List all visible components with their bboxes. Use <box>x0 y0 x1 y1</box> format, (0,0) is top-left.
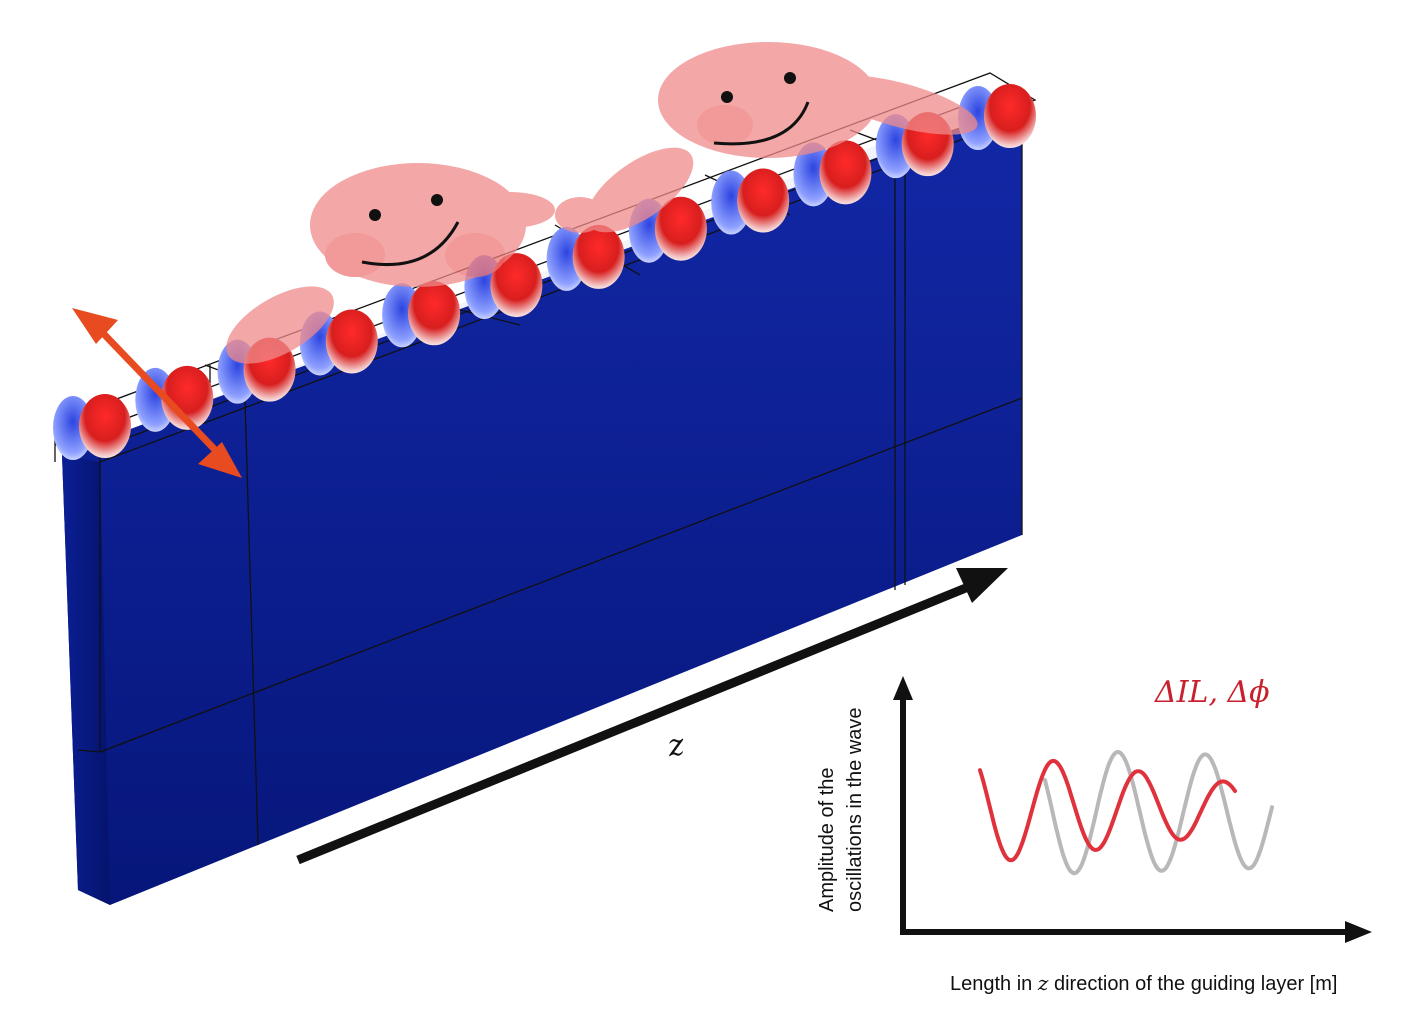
field-lobe-positive <box>654 196 707 261</box>
block-end-face <box>62 455 110 905</box>
perturbed-wave <box>978 758 1237 863</box>
smiley-features <box>361 72 810 267</box>
inset-y-label-line2: oscillations in the wave <box>844 707 866 912</box>
field-lobe-positive <box>161 365 214 430</box>
smiley-face-icon <box>226 42 978 364</box>
field-lobe-positive <box>737 168 790 233</box>
block-front-face <box>62 90 1022 905</box>
reference-wave <box>1043 749 1274 876</box>
double-headed-arrow-icon <box>72 308 242 478</box>
inset-y-label-line1: Amplitude of the <box>816 767 838 912</box>
field-lobe-positive <box>572 224 625 289</box>
z-axis-label: z <box>665 727 687 764</box>
waveguide-block <box>54 72 1037 905</box>
field-lobe-positive <box>79 394 131 458</box>
inset-x-label: Length in z direction of the guiding lay… <box>950 971 1337 995</box>
inset-plot: Amplitude of the oscillations in the wav… <box>816 675 1372 995</box>
field-lobe-positive <box>408 281 461 346</box>
field-lobe-positive <box>490 253 543 318</box>
delta-il-phi-annotation: ΔIL, Δϕ <box>1154 675 1270 710</box>
field-lobe-positive <box>984 84 1036 148</box>
z-arrow-icon <box>296 568 1008 865</box>
field-lobe-positive <box>325 309 378 374</box>
field-lobe-positive <box>819 140 872 205</box>
